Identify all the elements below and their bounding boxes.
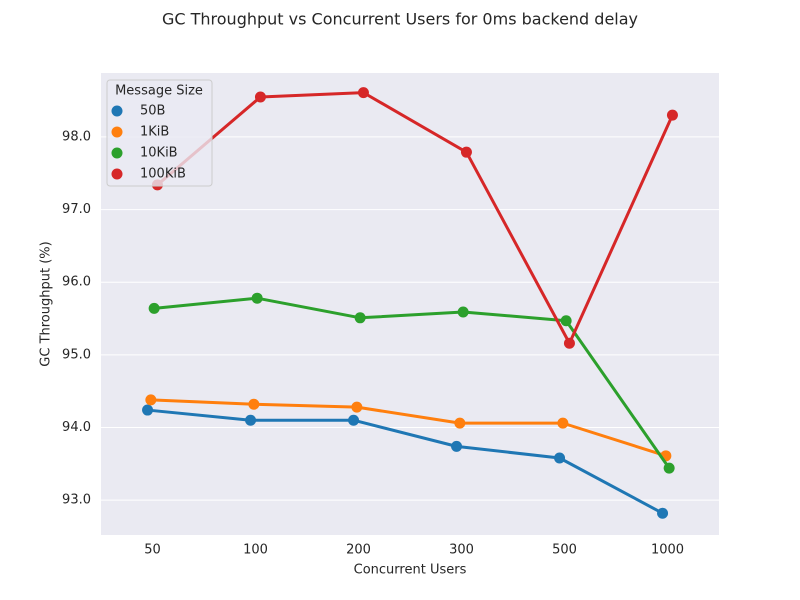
legend-label: 100KiB bbox=[140, 167, 186, 182]
point bbox=[460, 146, 472, 158]
point bbox=[254, 91, 266, 103]
y-tick-label: 95.0 bbox=[62, 347, 91, 362]
legend-marker bbox=[111, 105, 123, 117]
x-axis-label: Concurrent Users bbox=[354, 563, 467, 578]
legend-label: 10KiB bbox=[140, 146, 178, 161]
point bbox=[554, 452, 566, 464]
point bbox=[560, 315, 572, 327]
marks bbox=[142, 87, 678, 519]
series-line bbox=[150, 398, 667, 458]
point bbox=[663, 462, 675, 474]
y-axis-label: GC Throughput (%) bbox=[39, 241, 54, 366]
point bbox=[348, 414, 360, 426]
series-line bbox=[156, 91, 674, 345]
x-tick-label: 300 bbox=[449, 543, 474, 558]
point bbox=[145, 394, 157, 406]
point bbox=[657, 507, 669, 519]
legend-label: 50B bbox=[140, 104, 165, 119]
chart-title: GC Throughput vs Concurrent Users for 0m… bbox=[162, 10, 638, 29]
x-tick-label: 500 bbox=[552, 543, 577, 558]
y-tick-label: 94.0 bbox=[62, 420, 91, 435]
x-tick-label: 200 bbox=[346, 543, 371, 558]
x-tick-label: 1000 bbox=[651, 543, 684, 558]
y-tick-label: 97.0 bbox=[62, 202, 91, 217]
legend: Message Size 50B 1KiB 10KiB 100KiB bbox=[106, 79, 213, 187]
point bbox=[251, 292, 263, 304]
point bbox=[148, 302, 160, 314]
point bbox=[142, 404, 154, 416]
y-tick-label: 96.0 bbox=[62, 275, 91, 290]
legend-box bbox=[106, 79, 213, 187]
legend-title: Message Size bbox=[115, 84, 203, 99]
point bbox=[557, 417, 569, 429]
y-tick-label: 93.0 bbox=[62, 493, 91, 508]
series-line bbox=[154, 296, 671, 470]
point bbox=[357, 87, 369, 99]
point bbox=[666, 109, 678, 121]
point bbox=[457, 306, 469, 318]
point bbox=[245, 414, 257, 426]
x-tick-label: 50 bbox=[144, 543, 161, 558]
point bbox=[451, 440, 463, 452]
legend-label: 1KiB bbox=[140, 125, 169, 140]
legend-marker bbox=[111, 168, 123, 180]
point bbox=[354, 312, 366, 324]
point bbox=[454, 417, 466, 429]
legend-marker bbox=[111, 147, 123, 159]
point bbox=[563, 337, 575, 349]
point bbox=[248, 398, 260, 410]
grid bbox=[101, 136, 719, 501]
point bbox=[351, 401, 363, 413]
series-line bbox=[147, 408, 664, 515]
legend-marker bbox=[111, 126, 123, 138]
y-tick-label: 98.0 bbox=[62, 129, 91, 144]
x-tick-label: 100 bbox=[243, 543, 268, 558]
